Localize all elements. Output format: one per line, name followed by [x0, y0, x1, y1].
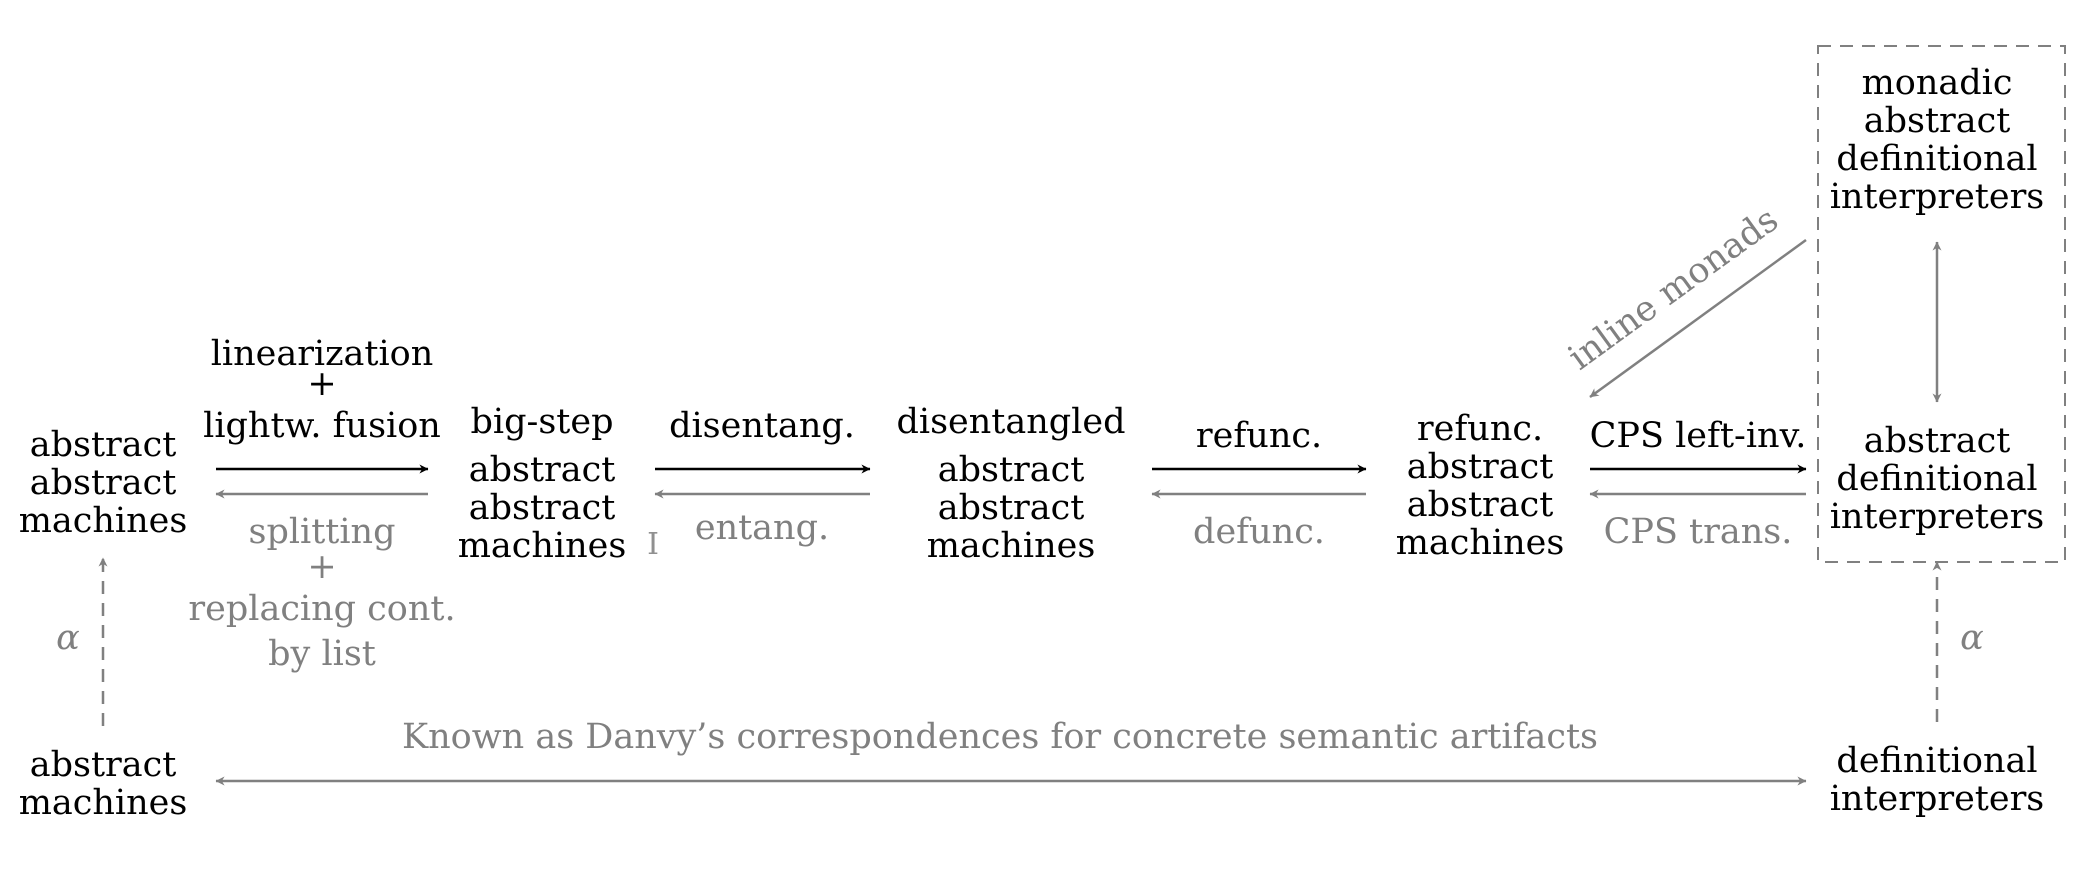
node-disentangled-abstract-abstract-machines: disentangled abstract abstract machines [896, 402, 1125, 566]
label-alpha-right: α [1960, 618, 1984, 658]
node-label-line: disentangled [896, 402, 1125, 442]
node-label-line: machines [927, 526, 1096, 566]
node-label-line: abstract [30, 463, 177, 503]
edge-label-line: + [307, 364, 336, 404]
node-label-line: abstract [938, 488, 1085, 528]
node-label-line: interpreters [1830, 177, 2045, 217]
label-cps-left-inv: CPS left-inv. [1590, 416, 1807, 456]
node-label-line: abstract [469, 450, 616, 490]
edge-label-line: by list [268, 634, 376, 674]
node-label-line: definitional [1836, 459, 2037, 499]
node-label-line: abstract [1407, 485, 1554, 525]
node-label-line: machines [458, 526, 627, 566]
label-disentang: disentang. [669, 406, 855, 446]
edge-label-line: lightw. fusion [203, 406, 441, 446]
node-abstract-abstract-machines: abstract abstract machines [19, 425, 188, 541]
node-label-line: interpreters [1830, 779, 2045, 819]
node-label-line: machines [19, 501, 188, 541]
label-refunc: refunc. [1196, 416, 1322, 456]
label-linearization: linearization + lightw. fusion [203, 334, 441, 446]
node-label-line: definitional [1836, 741, 2037, 781]
label-cps-trans: CPS trans. [1604, 512, 1793, 552]
node-big-step-abstract-abstract-machines: big-step abstract abstract machines [458, 402, 627, 566]
label-alpha-left: α [56, 618, 80, 658]
node-label-line: abstract [30, 425, 177, 465]
edge-label-line: + [307, 547, 336, 587]
node-label-line: definitional [1836, 139, 2037, 179]
edge-label-line: linearization [211, 334, 434, 374]
node-label-line: monadic [1862, 63, 2013, 103]
node-label-line: abstract [469, 488, 616, 528]
text-cursor-icon: I [647, 527, 659, 562]
label-splitting: splitting + replacing cont. by list [188, 512, 455, 674]
node-label-line: abstract [938, 450, 1085, 490]
node-definitional-interpreters: definitional interpreters [1830, 741, 2045, 819]
node-label-line: abstract [30, 745, 177, 785]
node-label-line: machines [1396, 523, 1565, 563]
node-refunc-abstract-abstract-machines: refunc. abstract abstract machines [1396, 409, 1565, 563]
edge-label-line: splitting [248, 512, 395, 552]
label-entang: entang. [695, 508, 829, 548]
dashed-group-box [1817, 45, 2066, 563]
node-label-line: abstract [1864, 421, 2011, 461]
node-label-line: big-step [471, 402, 614, 442]
node-label-line: interpreters [1830, 497, 2045, 537]
label-danvy-correspondence: Known as Danvy’s correspondences for con… [402, 717, 1598, 757]
node-label-line: abstract [1864, 101, 2011, 141]
node-label-line: machines [19, 783, 188, 823]
label-defunc: defunc. [1193, 512, 1325, 552]
node-abstract-machines: abstract machines [19, 745, 188, 823]
edge-label-line: replacing cont. [188, 589, 455, 629]
node-monadic-abstract-definitional-interpreters: monadic abstract definitional interprete… [1830, 63, 2045, 217]
arrow-inline-monads [1589, 238, 1807, 399]
node-label-line: refunc. [1417, 409, 1543, 449]
node-abstract-definitional-interpreters: abstract definitional interpreters [1830, 421, 2045, 537]
label-inline-monads: inline monads [1561, 200, 1786, 378]
node-label-line: abstract [1407, 447, 1554, 487]
